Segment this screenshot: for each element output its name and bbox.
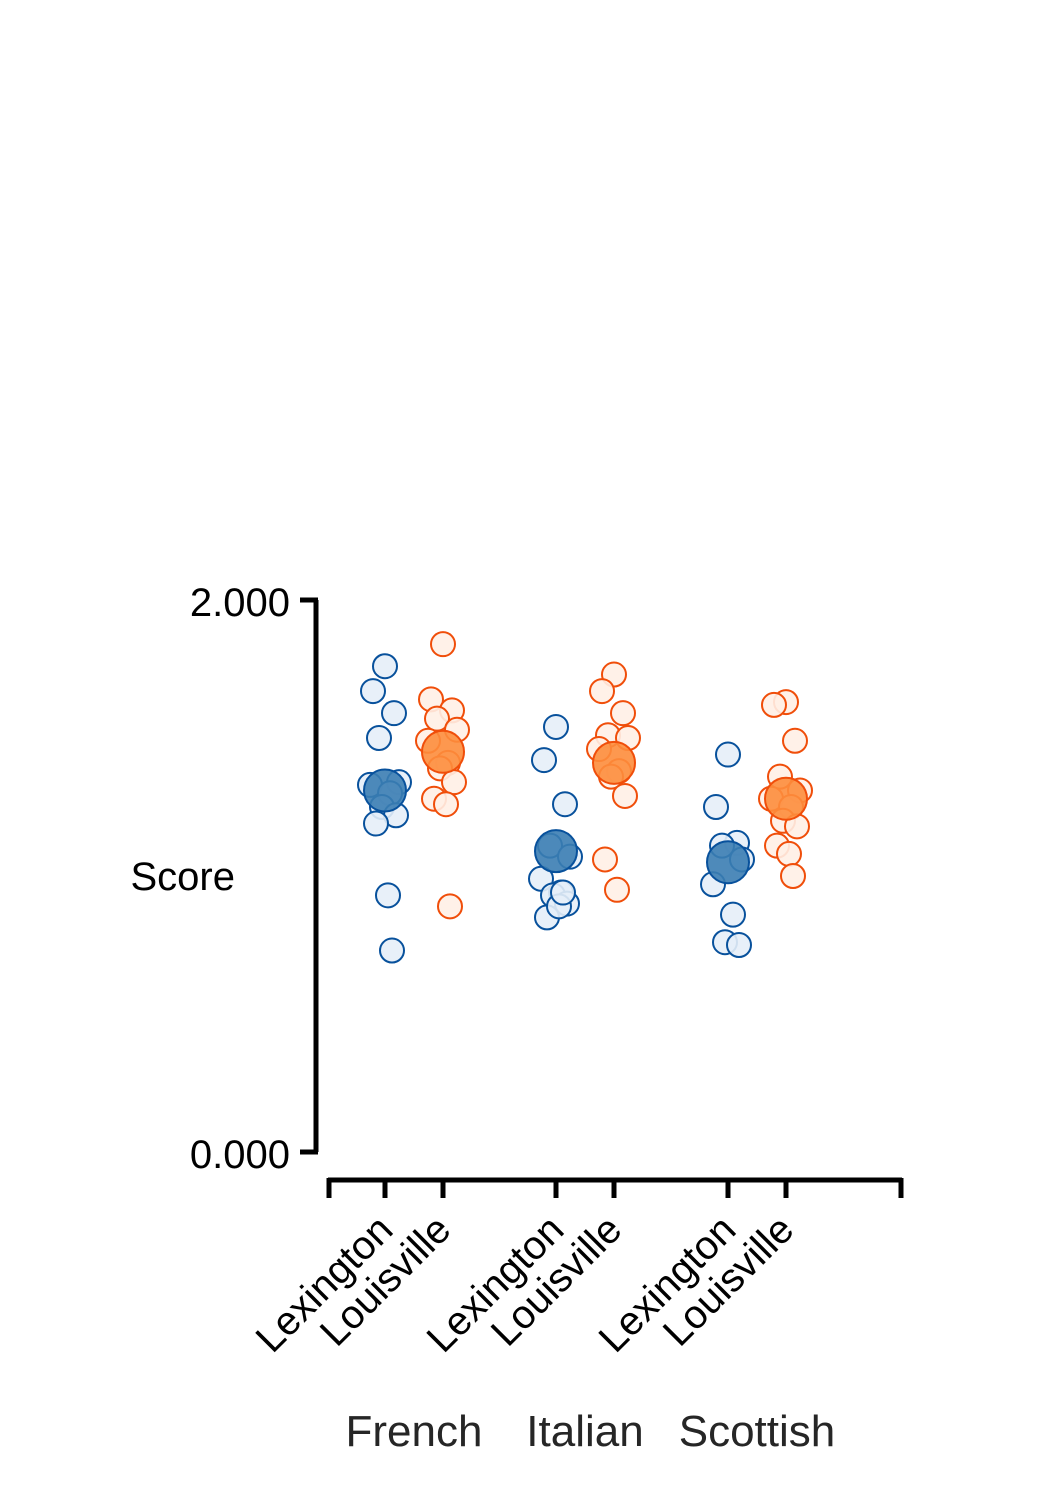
y-tick-label-bottom: 0.000 <box>190 1133 290 1177</box>
data-point <box>720 901 746 928</box>
data-point <box>379 937 405 964</box>
data-point <box>782 727 808 754</box>
data-point <box>372 653 398 680</box>
data-point <box>715 741 741 768</box>
data-point <box>363 810 389 837</box>
data-point <box>761 691 787 718</box>
data-point <box>589 678 615 705</box>
mean-marker <box>421 729 465 774</box>
data-point <box>592 846 618 873</box>
data-point <box>610 700 636 727</box>
data-point <box>381 700 407 727</box>
data-point <box>703 794 729 820</box>
data-point <box>780 863 806 889</box>
x-group-label: Italian <box>526 1407 643 1456</box>
mean-marker <box>592 740 636 785</box>
mean-marker <box>706 840 750 885</box>
x-group-label: French <box>346 1407 483 1456</box>
x-category-labels: LexingtonLouisvilleLexingtonLouisvilleLe… <box>248 1207 803 1361</box>
x-ticks <box>326 1178 904 1198</box>
data-point <box>604 876 630 903</box>
mean-marker <box>534 829 578 874</box>
mean-markers <box>363 729 808 885</box>
data-point <box>433 791 459 818</box>
y-tick-label-top: 2.000 <box>190 581 290 625</box>
mean-marker <box>363 768 407 813</box>
data-points <box>357 631 813 964</box>
data-point <box>726 932 752 958</box>
data-point <box>437 893 463 920</box>
data-point <box>543 713 569 740</box>
mean-marker <box>764 776 808 821</box>
data-point <box>531 747 557 774</box>
x-group-label: Scottish <box>679 1407 836 1456</box>
y-axis-label: Score <box>131 855 236 899</box>
data-point <box>430 631 456 658</box>
data-point <box>366 725 392 751</box>
data-point <box>375 882 401 909</box>
data-point <box>360 678 386 705</box>
data-point <box>776 840 802 867</box>
x-group-labels: French Italian Scottish <box>346 1407 836 1456</box>
data-point <box>612 782 638 809</box>
data-point <box>550 879 576 906</box>
data-point <box>552 791 578 818</box>
data-point <box>441 769 467 796</box>
